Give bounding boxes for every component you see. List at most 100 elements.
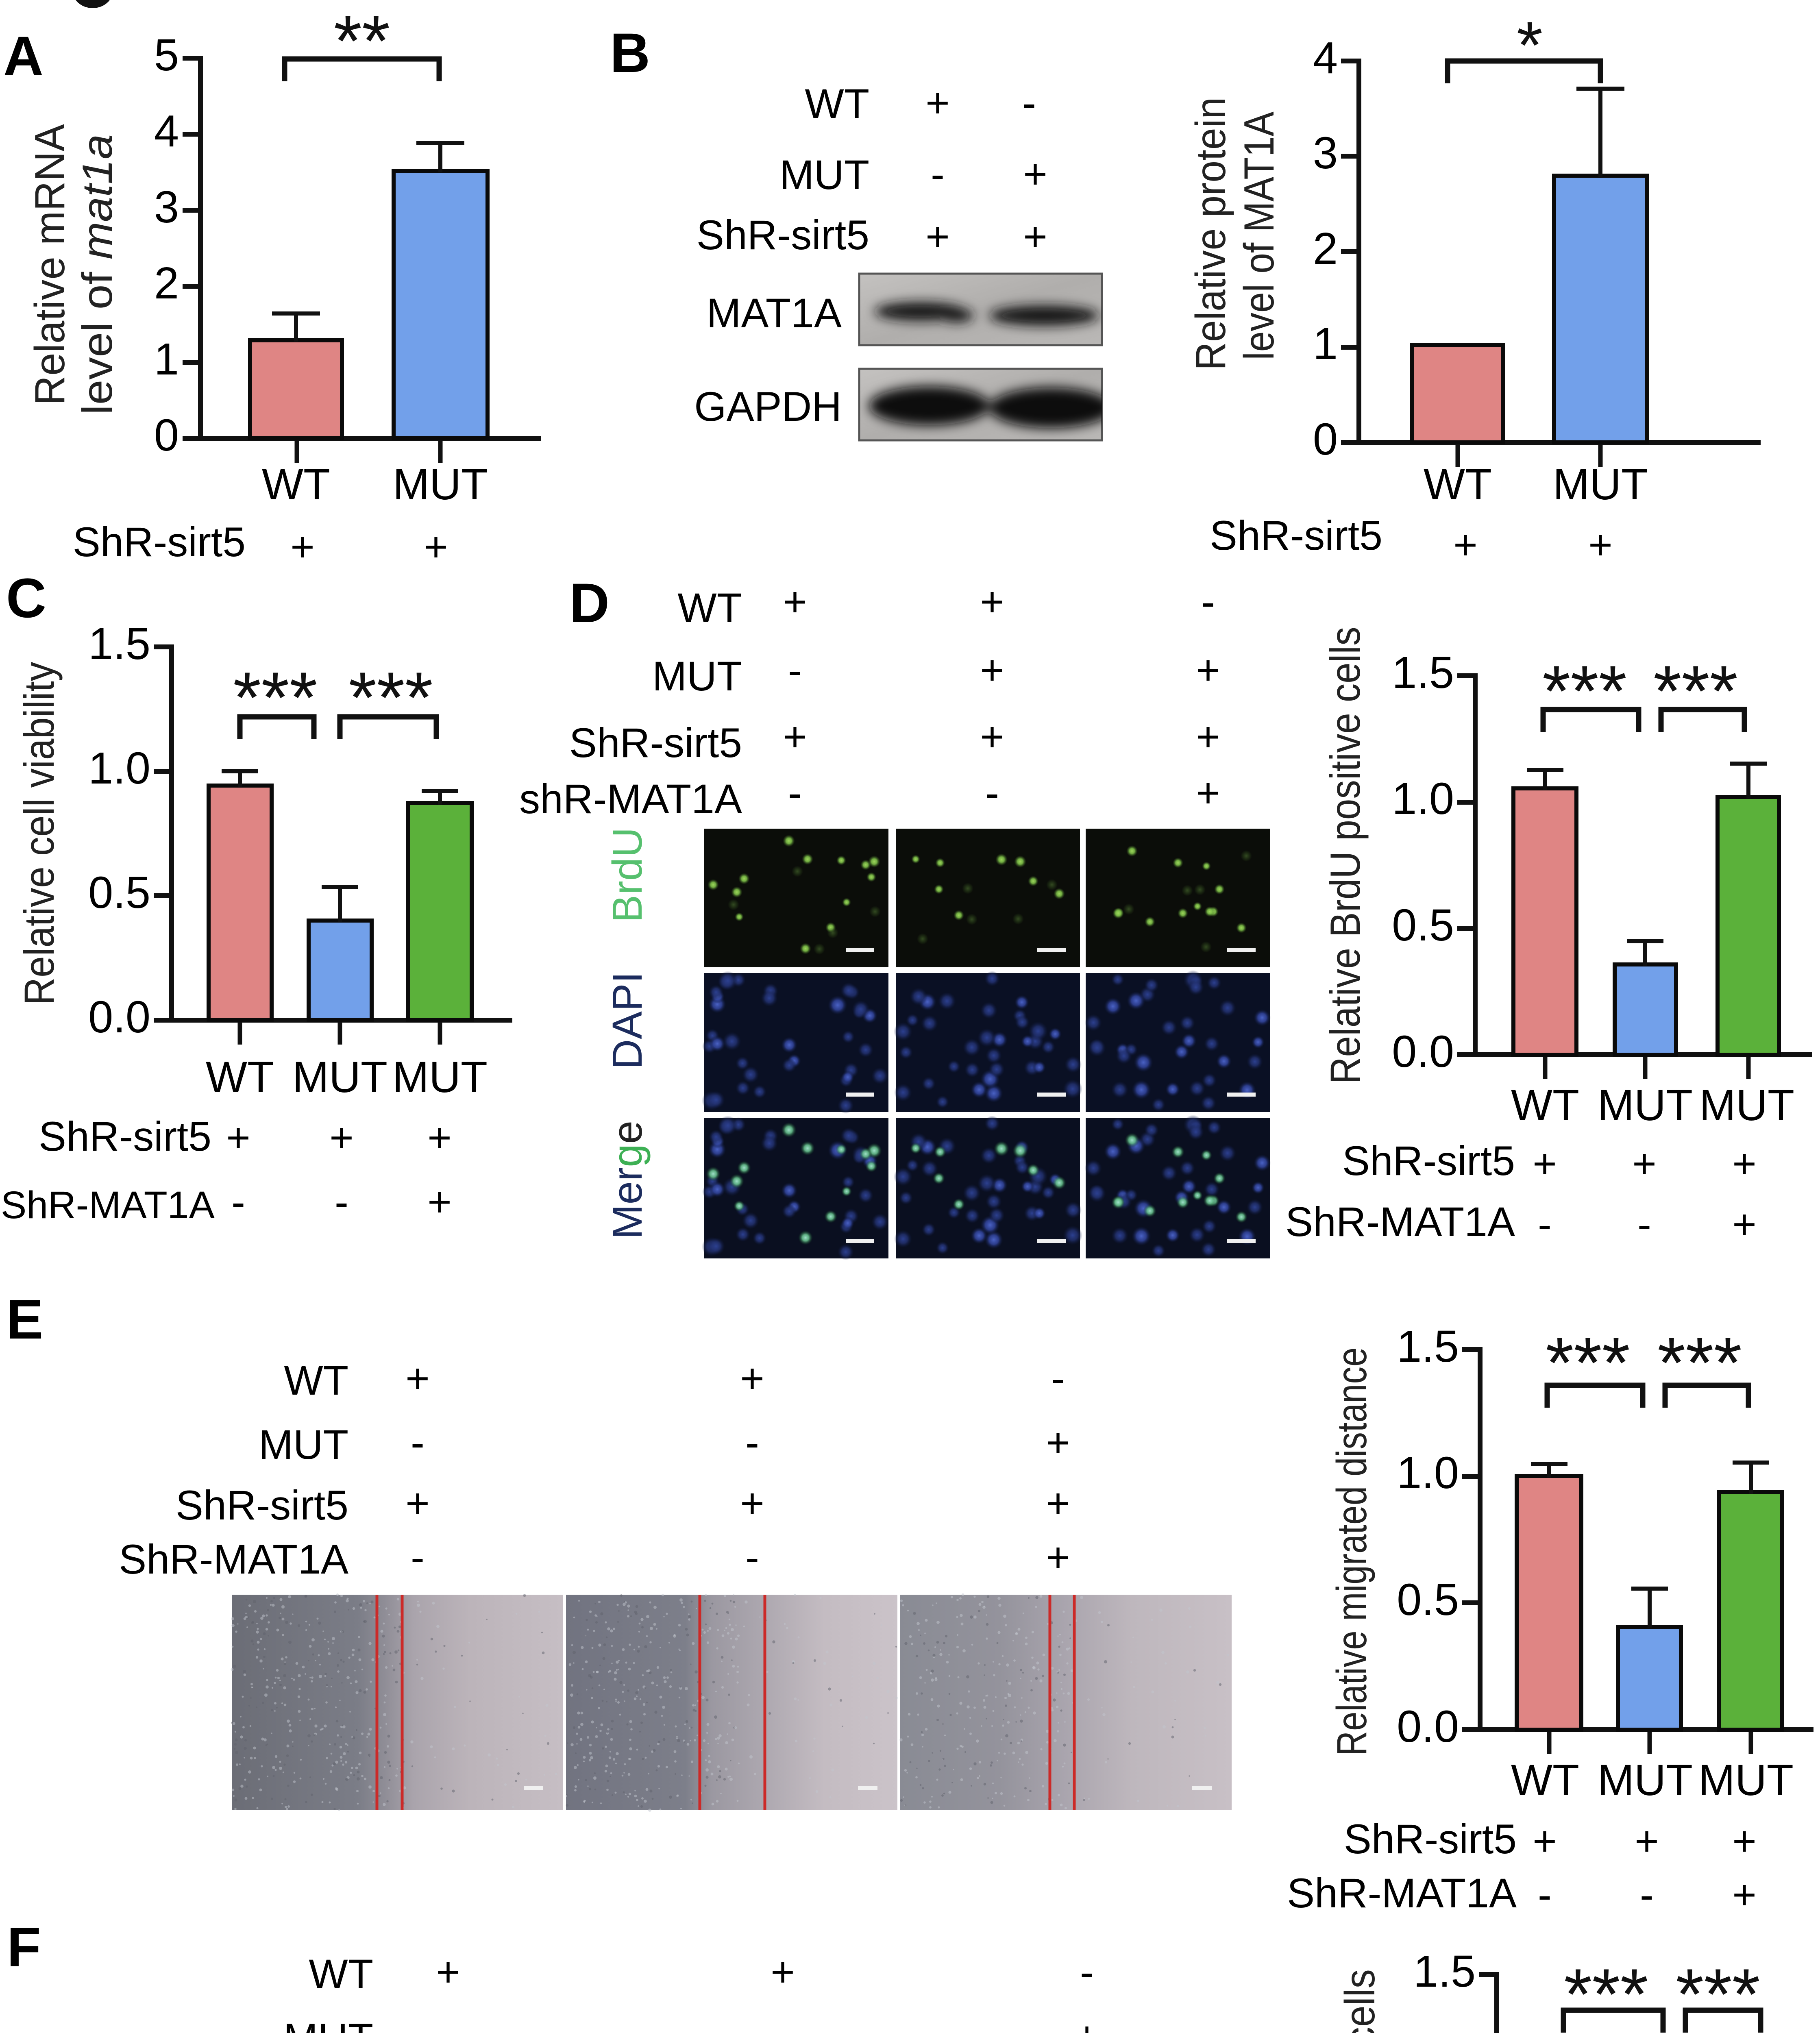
- svg-text:A: A: [3, 25, 44, 87]
- svg-text:1.5: 1.5: [88, 619, 150, 669]
- svg-text:ShR-sirt5: ShR-sirt5: [697, 212, 869, 258]
- svg-text:-: -: [931, 151, 945, 197]
- svg-text:Relative migrated distance: Relative migrated distance: [1328, 1347, 1376, 1756]
- svg-text:+: +: [1023, 151, 1047, 197]
- svg-text:MUT: MUT: [283, 2015, 373, 2033]
- svg-text:MUT: MUT: [1598, 1080, 1693, 1130]
- svg-text:Relative BrdU positive cells: Relative BrdU positive cells: [1322, 627, 1369, 1084]
- svg-text:-: -: [335, 1179, 348, 1225]
- svg-text:0.0: 0.0: [1392, 1027, 1454, 1077]
- svg-text:Relative mRNA: Relative mRNA: [26, 124, 74, 405]
- svg-text:-: -: [745, 1419, 759, 1466]
- svg-text:Relative cell viability: Relative cell viability: [16, 662, 63, 1005]
- svg-text:3: 3: [154, 182, 179, 232]
- svg-text:5: 5: [154, 30, 179, 80]
- svg-text:MUT: MUT: [1699, 1080, 1794, 1130]
- svg-text:0.5: 0.5: [1397, 1575, 1459, 1625]
- svg-text:MUT: MUT: [393, 459, 488, 509]
- svg-text:MUT: MUT: [292, 1052, 388, 1101]
- svg-text:+: +: [1023, 213, 1047, 260]
- svg-text:***: ***: [1546, 1322, 1630, 1403]
- svg-text:GAPDH: GAPDH: [694, 383, 842, 430]
- svg-text:WT: WT: [1511, 1080, 1579, 1130]
- svg-text:-: -: [985, 770, 999, 816]
- svg-text:WT: WT: [677, 585, 742, 631]
- svg-text:-: -: [1080, 1949, 1094, 1995]
- svg-text:-: -: [1051, 1355, 1065, 1402]
- svg-text:BrdU: BrdU: [604, 827, 651, 923]
- svg-text:DAPI: DAPI: [604, 972, 651, 1069]
- svg-text:-: -: [231, 1179, 245, 1225]
- svg-text:+: +: [405, 1355, 430, 1402]
- svg-text:+: +: [424, 524, 448, 570]
- svg-text:+: +: [740, 1480, 764, 1526]
- svg-text:+: +: [329, 1114, 354, 1161]
- svg-text:MUT: MUT: [1598, 1755, 1693, 1804]
- svg-text:+: +: [783, 714, 807, 760]
- svg-text:-: -: [441, 2013, 455, 2033]
- svg-text:E: E: [6, 1289, 43, 1351]
- svg-text:+: +: [1453, 522, 1478, 568]
- svg-text:ShR-MAT1A: ShR-MAT1A: [1, 1184, 215, 1227]
- svg-text:level of mat1a: level of mat1a: [74, 134, 121, 415]
- svg-text:1: 1: [154, 334, 179, 384]
- svg-text:+: +: [436, 1949, 460, 1995]
- svg-text:3: 3: [1313, 128, 1338, 178]
- svg-text:+: +: [771, 1949, 795, 1995]
- svg-text:-: -: [411, 1419, 425, 1466]
- svg-text:+: +: [740, 1355, 764, 1402]
- svg-text:WT: WT: [1424, 459, 1492, 509]
- svg-text:1: 1: [1313, 319, 1338, 369]
- svg-text:+: +: [1196, 770, 1220, 816]
- svg-text:+: +: [1046, 1534, 1070, 1580]
- svg-text:+: +: [1533, 1818, 1557, 1864]
- svg-text:1.0: 1.0: [1397, 1448, 1459, 1498]
- svg-text:+: +: [427, 1114, 452, 1161]
- svg-text:+: +: [1732, 1818, 1757, 1864]
- svg-text:+: +: [1635, 1818, 1659, 1864]
- svg-text:MUT: MUT: [779, 152, 869, 198]
- svg-text:ShR-MAT1A: ShR-MAT1A: [1285, 1199, 1515, 1245]
- svg-text:***: ***: [1676, 1954, 1760, 2033]
- svg-text:***: ***: [1653, 651, 1738, 731]
- svg-text:MUT: MUT: [1698, 1755, 1794, 1804]
- svg-text:+: +: [1732, 1872, 1757, 1918]
- svg-text:MUT: MUT: [392, 1052, 488, 1101]
- svg-text:1.5: 1.5: [1413, 1946, 1476, 1996]
- svg-text:-: -: [1640, 1872, 1654, 1918]
- svg-text:0.5: 0.5: [1392, 900, 1454, 950]
- svg-text:+: +: [980, 579, 1004, 625]
- svg-text:-: -: [745, 1534, 759, 1580]
- svg-text:1.5: 1.5: [1392, 648, 1454, 698]
- svg-text:+: +: [427, 1179, 452, 1225]
- svg-text:ShR-sirt5: ShR-sirt5: [176, 1482, 348, 1528]
- svg-text:0.5: 0.5: [88, 868, 150, 918]
- svg-text:ShR-MAT1A: ShR-MAT1A: [119, 1536, 348, 1582]
- svg-text:ShR-MAT1A: ShR-MAT1A: [1287, 1870, 1517, 1916]
- svg-text:Relative protein: Relative protein: [1187, 97, 1234, 370]
- svg-text:1.0: 1.0: [88, 743, 150, 793]
- svg-text:-: -: [788, 770, 802, 816]
- svg-text:2: 2: [154, 258, 179, 308]
- svg-text:0.0: 0.0: [88, 992, 150, 1042]
- svg-text:0.0: 0.0: [1397, 1702, 1459, 1752]
- svg-text:-: -: [788, 647, 802, 693]
- svg-text:+: +: [1732, 1201, 1757, 1247]
- svg-text:-: -: [1538, 1872, 1552, 1918]
- svg-text:+: +: [1533, 1141, 1557, 1187]
- svg-text:MUT: MUT: [259, 1421, 348, 1468]
- svg-text:+: +: [925, 80, 950, 126]
- svg-text:shR-MAT1A: shR-MAT1A: [519, 776, 742, 822]
- svg-text:**: **: [334, 0, 390, 81]
- svg-text:WT: WT: [309, 1951, 373, 1997]
- svg-text:+: +: [980, 647, 1004, 693]
- svg-text:D: D: [569, 572, 610, 634]
- svg-text:0: 0: [154, 410, 179, 460]
- svg-text:ShR-sirt5: ShR-sirt5: [73, 519, 246, 565]
- svg-text:ShR-sirt5: ShR-sirt5: [1210, 512, 1382, 559]
- svg-text:-: -: [1201, 579, 1215, 625]
- svg-text:+: +: [1588, 522, 1613, 568]
- svg-text:*: *: [1517, 8, 1543, 83]
- svg-text:+: +: [783, 579, 807, 625]
- svg-text:4: 4: [154, 106, 179, 156]
